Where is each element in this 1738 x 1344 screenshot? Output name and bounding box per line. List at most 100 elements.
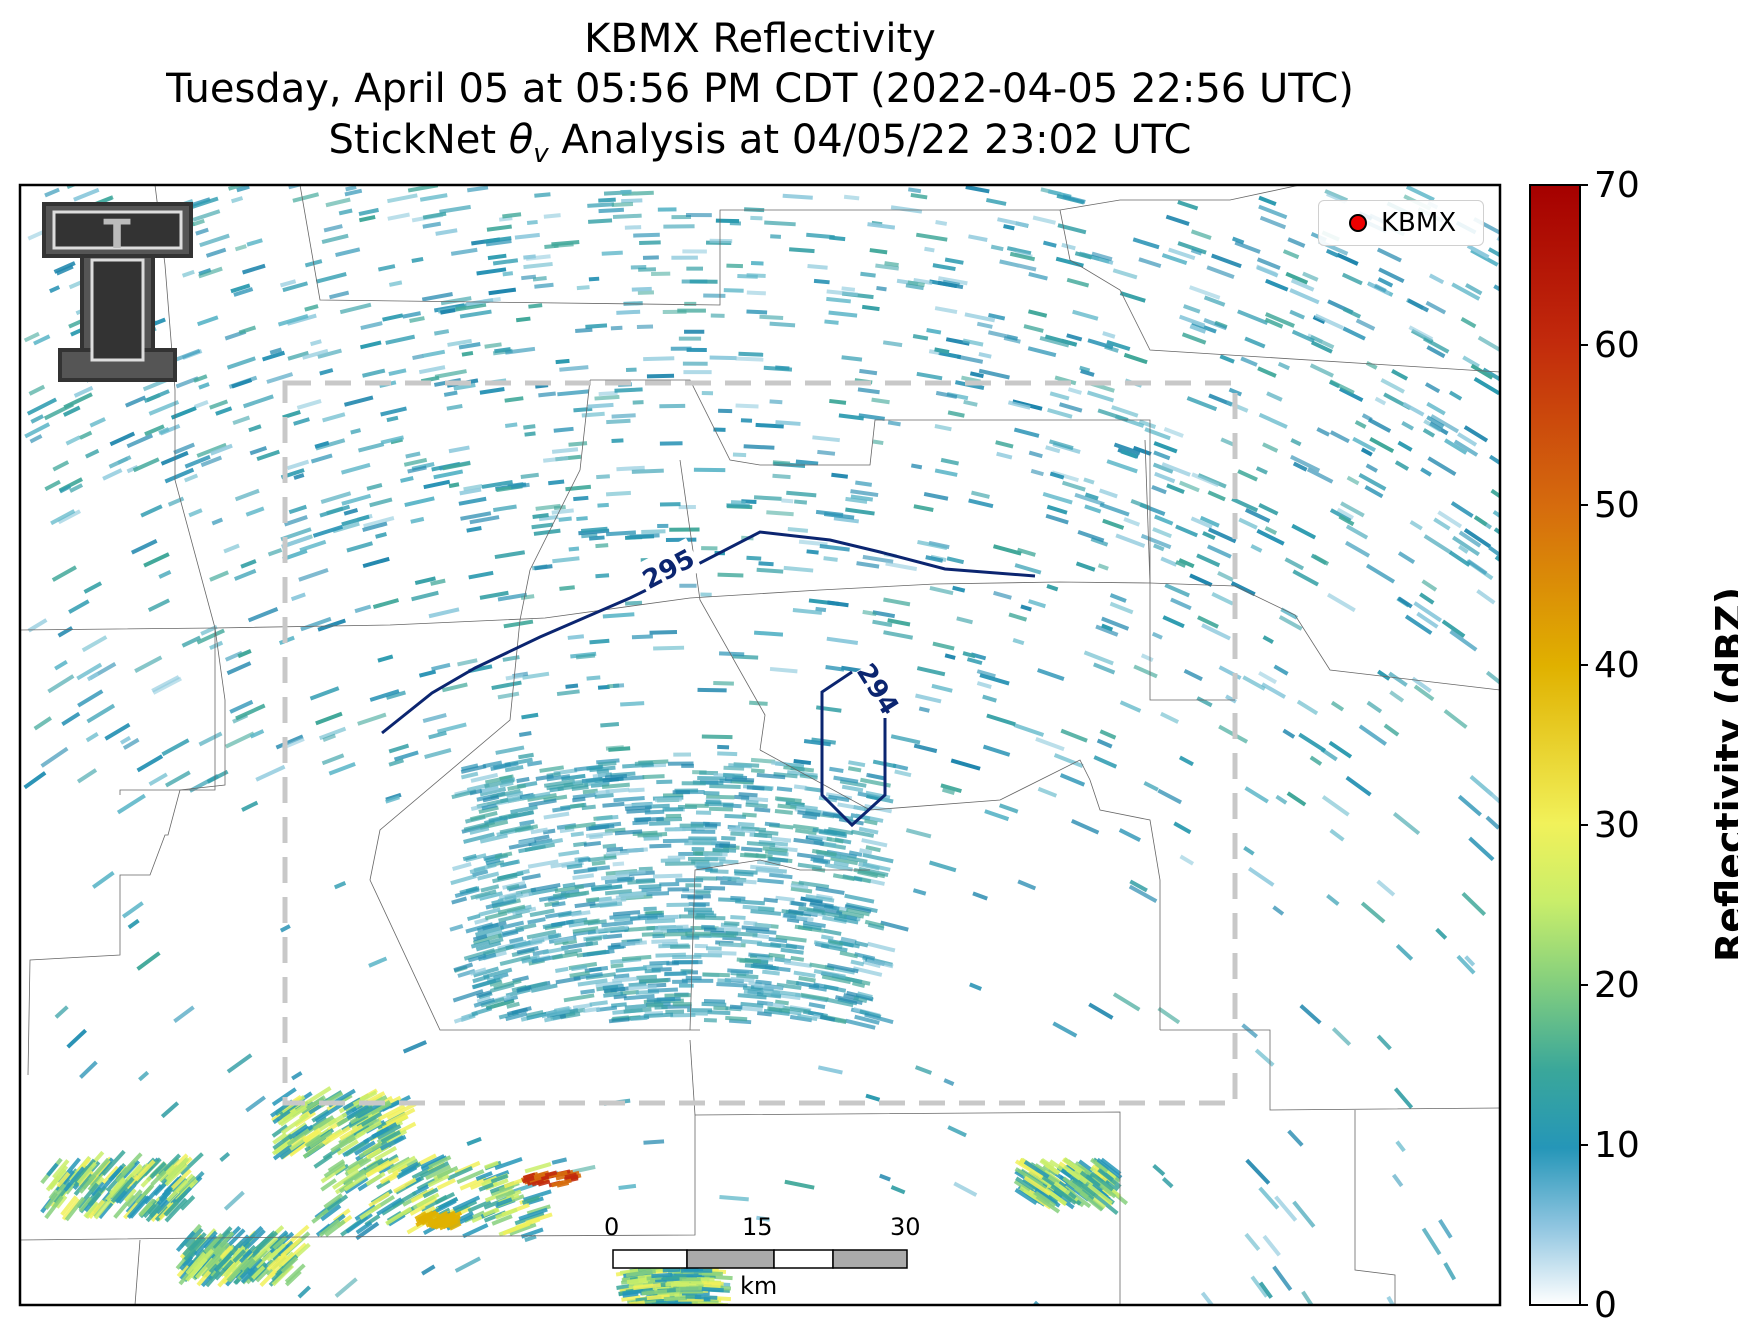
echo-gate (813, 278, 830, 285)
echo-gate (543, 456, 569, 463)
echo-gate (1391, 369, 1409, 381)
colorbar-label: Reflectivity (dBZ) (1708, 586, 1738, 962)
echo-gate (1074, 251, 1093, 260)
echo-gate (821, 910, 847, 920)
echo-gate (741, 925, 770, 932)
echo-gate (535, 503, 561, 511)
echo-gate (1290, 438, 1302, 447)
echo-gate (463, 820, 496, 832)
echo-gate (73, 1158, 96, 1184)
echo-gate (637, 832, 668, 838)
echo-gate (1161, 1177, 1174, 1189)
echo-gate (223, 1255, 245, 1278)
echo-gate (576, 516, 588, 522)
echo-gate (405, 451, 421, 459)
echo-gate (380, 435, 405, 445)
echo-gate (56, 1171, 71, 1188)
echo-gate (158, 427, 170, 435)
echo-gate (862, 609, 877, 617)
echo-gate (470, 889, 497, 900)
echo-gate (495, 745, 525, 755)
echo-gate (768, 952, 786, 959)
echo-gate (522, 671, 550, 680)
echo-gate (614, 829, 643, 836)
echo-gate (740, 1001, 764, 1008)
echo-gate (1259, 215, 1287, 230)
echo-gate (379, 1171, 399, 1185)
echo-gate (238, 325, 257, 335)
echo-gate (431, 662, 451, 672)
echo-gate (631, 468, 664, 474)
echo-gate (152, 676, 182, 695)
echo-gate (633, 1282, 661, 1291)
echo-gate (1190, 229, 1212, 240)
echo-gate (170, 1168, 192, 1191)
echo-gate (673, 752, 692, 757)
echo-gate (1056, 1188, 1077, 1205)
echo-gate (1296, 699, 1319, 716)
echo-gate (414, 1211, 427, 1221)
echo-gate (212, 1231, 235, 1254)
echo-gate (296, 398, 322, 410)
echo-gate (419, 1161, 450, 1179)
echo-gate (630, 264, 647, 270)
echo-gate (743, 989, 758, 995)
echo-gate (847, 766, 862, 773)
echo-gate (1352, 436, 1377, 453)
echo-gate (1177, 200, 1199, 211)
echo-gate (824, 862, 853, 872)
echo-gate (672, 790, 690, 795)
echo-gate (932, 263, 956, 272)
echo-gate (598, 390, 618, 397)
echo-gate (820, 943, 848, 953)
echo-gate (826, 836, 844, 844)
echo-gate (848, 850, 863, 857)
echo-gate (57, 626, 74, 638)
echo-gate (281, 534, 312, 549)
echo-gate (266, 1243, 286, 1262)
echo-gate (1211, 592, 1234, 606)
echo-gate (1241, 1023, 1259, 1039)
echo-gate (850, 959, 865, 967)
echo-gate (1397, 440, 1413, 452)
echo-gate (815, 509, 844, 517)
echo-gate (271, 1087, 297, 1107)
echo-gate (790, 886, 813, 894)
echo-gate (615, 966, 647, 973)
echo-gate (518, 752, 534, 760)
echo-gate (823, 556, 838, 562)
echo-gate (686, 266, 704, 271)
echo-gate (978, 368, 1010, 380)
echo-gate (684, 329, 705, 334)
echo-gate (1042, 240, 1057, 248)
echo-gate (452, 1195, 481, 1212)
echo-gate (564, 890, 590, 898)
echo-gate (976, 669, 996, 679)
echo-gate (64, 1196, 86, 1222)
echo-gate (774, 796, 802, 804)
echo-gate (502, 655, 520, 662)
echo-gate (527, 760, 543, 767)
echo-gate (935, 390, 958, 399)
echo-gate (562, 939, 578, 946)
echo-gate (710, 313, 725, 318)
echo-gate (1243, 846, 1255, 856)
echo-gate (1049, 471, 1065, 480)
echo-gate (756, 772, 786, 780)
echo-gate (136, 951, 161, 971)
echo-gate (259, 1269, 277, 1287)
echo-gate (1084, 492, 1099, 501)
echo-gate (521, 956, 538, 964)
echo-gate (1066, 333, 1083, 342)
echo-gate (179, 1195, 196, 1211)
contour-295-line (381, 530, 1036, 735)
echo-gate (236, 185, 250, 193)
echo-gate (1097, 563, 1109, 571)
echo-gate (620, 989, 639, 996)
echo-gate (1092, 1192, 1119, 1215)
echo-gate (553, 504, 566, 511)
echo-gate (179, 1152, 204, 1176)
echo-gate (1074, 492, 1105, 507)
echo-gate (1028, 272, 1048, 281)
echo-gate (764, 821, 780, 828)
